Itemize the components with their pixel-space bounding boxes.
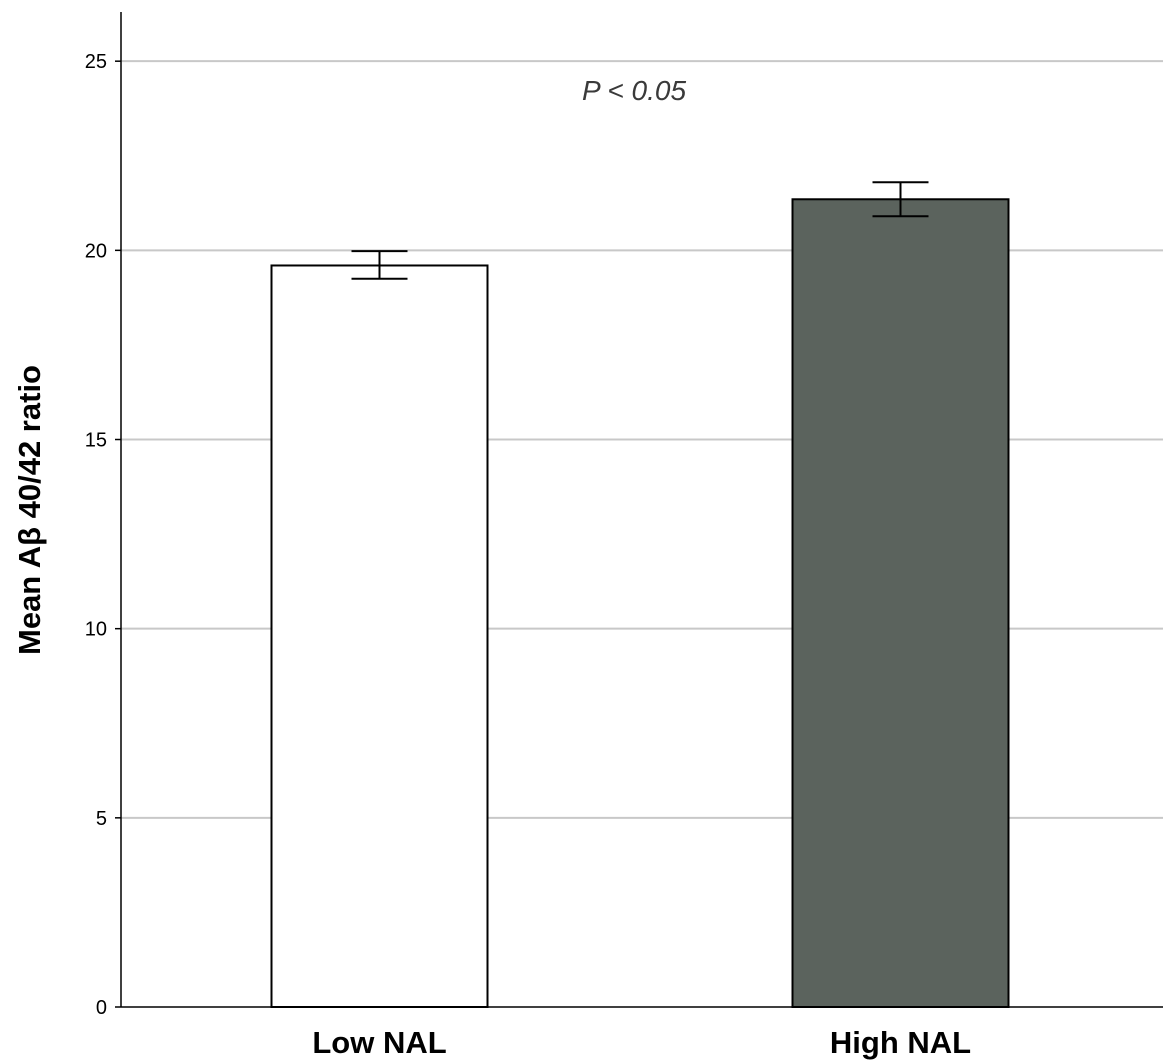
y-tick-label: 25 xyxy=(85,51,107,73)
y-tick-label: 15 xyxy=(85,430,107,452)
significance-annotation: P < 0.05 xyxy=(582,75,686,106)
y-tick-label: 0 xyxy=(96,997,107,1019)
error-bars xyxy=(351,181,929,280)
y-tick-label: 20 xyxy=(85,240,107,262)
x-category-label: Low NAL xyxy=(312,1025,446,1060)
x-category-label: High NAL xyxy=(830,1025,971,1060)
y-tick-label: 10 xyxy=(85,619,107,641)
x-category-labels: Low NAL High NAL xyxy=(312,1025,971,1060)
y-tick-label: 5 xyxy=(96,808,107,830)
axes xyxy=(120,12,1163,1008)
bars xyxy=(270,198,1010,1009)
bar xyxy=(791,198,1010,1009)
bar xyxy=(270,264,489,1009)
y-tick-labels: 0 5 10 15 20 25 xyxy=(85,51,121,1019)
y-axis-title: Mean Aβ 40/42 ratio xyxy=(12,365,47,655)
